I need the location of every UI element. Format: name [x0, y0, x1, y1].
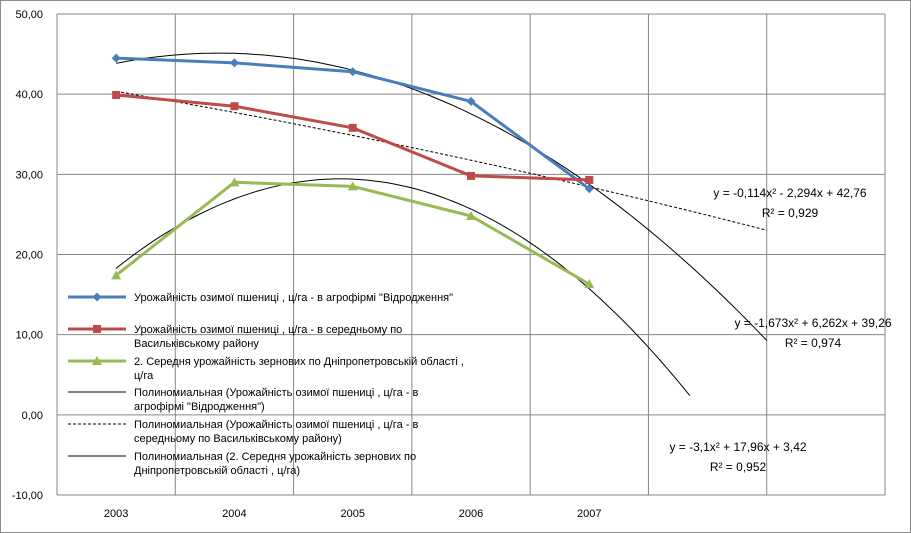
trendline-equations: y = -1,673x² + 6,262x + 39,26 R² = 0,974 y…: [669, 186, 891, 474]
x-axis: 2003 2004 2005 2006 2007: [104, 508, 602, 520]
series-district-point: [112, 90, 121, 99]
x-tick-label: 2003: [104, 508, 128, 520]
x-tick-label: 2006: [459, 508, 483, 520]
trendline-equation: y = -3,1x² + 17,96x + 3,42: [669, 440, 806, 454]
series-district-point: [230, 102, 239, 111]
legend: Урожайність озимої пшениці , ц/га - в аг…: [68, 292, 464, 477]
legend-label-trendline-district: Полиномиальная (Урожайність озимої пшени…: [134, 419, 418, 445]
y-tick-label: 0,00: [22, 410, 43, 422]
x-tick-label: 2007: [577, 508, 601, 520]
y-axis: 50,00 40,00 30,00 20,00 10,00 0,00 -10,00: [12, 9, 43, 502]
y-tick-label: 30,00: [15, 169, 43, 181]
trendline-r2: R² = 0,952: [710, 460, 767, 474]
series-region-point: [111, 270, 122, 280]
trendline-equation: y = -1,673x² + 6,262x + 39,26: [734, 316, 891, 330]
y-tick-label: 40,00: [15, 89, 43, 101]
x-tick-label: 2004: [222, 508, 246, 520]
trendline-agrofirm: [116, 52, 768, 341]
series-district-point: [585, 175, 594, 184]
series-region-point: [584, 279, 595, 289]
series-region-point: [229, 177, 240, 187]
trendlines: [115, 52, 768, 396]
trendline-r2: R² = 0,974: [785, 336, 842, 350]
legend-marker-series-district: [93, 325, 101, 333]
y-tick-label: 20,00: [15, 250, 43, 262]
trendline-region: [115, 178, 691, 396]
y-tick-label: 10,00: [15, 330, 43, 342]
series-region-point: [466, 211, 476, 221]
series-agrofirm-point: [584, 184, 594, 194]
legend-label-series-agrofirm: Урожайність озимої пшениці , ц/га - в аг…: [134, 292, 453, 304]
legend-label-trendline-agrofirm: Полиномиальная (Урожайність озимої пшени…: [134, 387, 418, 413]
legend-label-trendline-region: Полиномиальная (2. Середня урожайність з…: [134, 451, 416, 477]
series-agrofirm-point: [348, 67, 358, 77]
series-agrofirm-point: [229, 58, 239, 68]
series-district-point: [348, 123, 357, 132]
trendline-equation: y = -0,114x² - 2,294x + 42,76: [713, 186, 867, 200]
legend-marker-series-agrofirm: [92, 292, 102, 302]
x-tick-label: 2005: [340, 508, 364, 520]
legend-marker-series-region: [92, 356, 102, 365]
trendline-district: [116, 90, 767, 231]
legend-label-series-district: Урожайність озимої пшениці , ц/га - в се…: [134, 324, 402, 350]
series-agrofirm-point: [466, 96, 476, 106]
series-agrofirm-point: [111, 53, 121, 63]
series-district-point: [467, 171, 475, 180]
y-tick-label: 50,00: [15, 9, 43, 21]
trendline-r2: R² = 0,929: [762, 206, 819, 220]
data-markers: [111, 53, 595, 289]
y-tick-label: -10,00: [12, 490, 43, 502]
legend-label-series-region: 2. Середня урожайність зернових по Дніпр…: [134, 356, 464, 382]
series-region-point: [347, 181, 358, 191]
